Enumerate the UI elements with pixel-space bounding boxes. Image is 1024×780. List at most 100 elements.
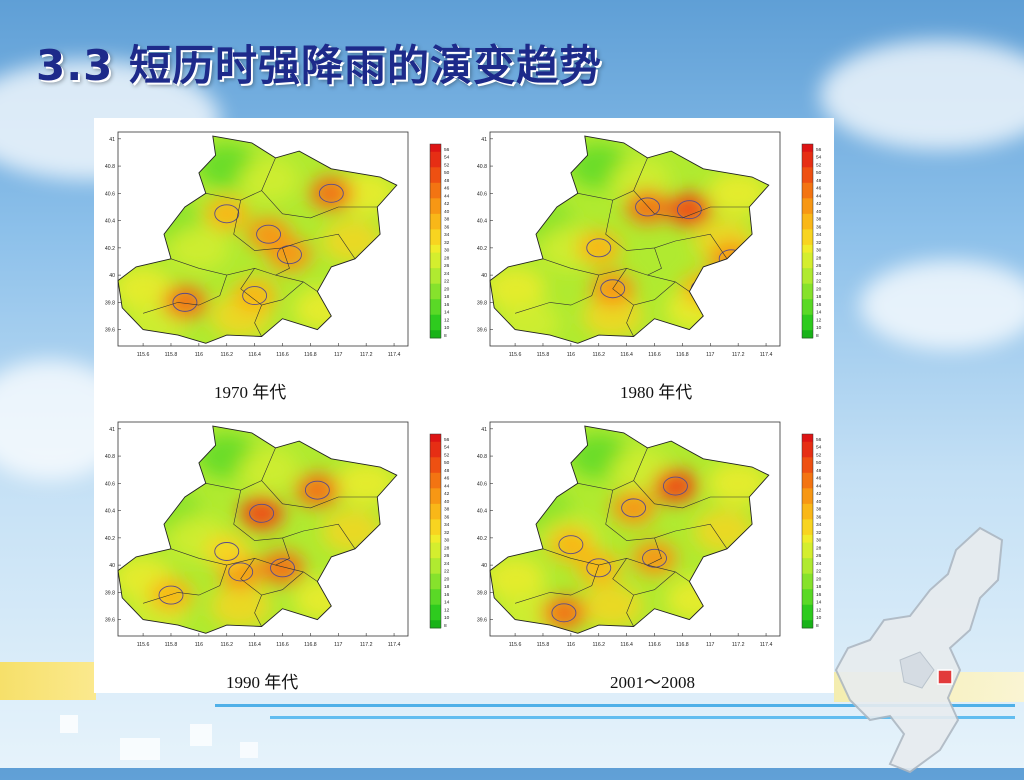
intensity-patch [582,294,643,339]
colorbar-tick-label: 34 [816,232,822,238]
colorbar-tick-label: 18 [816,294,822,300]
hotspot-contour [214,204,240,224]
colorbar-cell [430,612,441,621]
caption-1970s: 1970 年代 [214,383,287,402]
colorbar-cell [430,441,441,450]
colorbar-cell [802,322,813,331]
colorbar-cell [802,589,813,598]
y-tick-label: 40.6 [477,191,487,197]
x-tick-label: 116 [195,642,203,648]
colorbar-cell [802,581,813,590]
x-tick-label: 116.4 [248,352,261,358]
hotspot-fill [667,192,712,227]
colorbar-tick-label: 14 [444,310,450,316]
colorbar-cell [430,275,441,285]
y-tick-label: 40.8 [105,454,115,460]
colorbar-tick-label: 10 [816,325,822,331]
decorative-square [240,742,258,758]
decorative-square [60,715,78,733]
colorbar-frame [429,433,442,629]
intensity-patch [118,266,174,311]
colorbar-tick-label: 38 [444,507,450,513]
colorbar-cell [430,472,441,481]
colorbar-tick-label: 32 [444,240,450,246]
y-tick-label: 40.2 [477,536,487,542]
colorbar-tick-label: 22 [444,279,450,285]
city-outline [489,135,770,344]
colorbar-tick-label: 20 [444,286,450,292]
colorbar-cell [802,175,813,184]
colorbar-tick-label: 48 [816,468,822,474]
colorbar-cell [430,565,441,575]
colorbar-tick-label: 8 [816,333,819,339]
colorbar-tick-label: 36 [816,514,822,520]
district-boundary [275,247,290,276]
hotspot-contour [242,286,268,306]
colorbar-tick-label: 52 [816,452,822,458]
x-tick-label: 115.6 [137,352,150,358]
district-boundary [577,447,648,491]
colorbar-tick-label: 46 [816,476,822,482]
colorbar-cell [430,314,441,323]
colorbar-frame [801,433,814,629]
district-boundary [254,594,262,627]
colorbar-tick-label: 42 [816,491,822,497]
colorbar-tick-label: 18 [444,294,450,300]
hotspot-fill [548,527,593,562]
colorbar-tick-label: 16 [816,302,822,308]
district-boundary [647,537,662,566]
hotspot-contour [256,224,282,244]
colorbar-cell [430,534,441,544]
colorbar-tick-label: 48 [444,178,450,184]
colorbar-cell [802,198,813,207]
x-tick-label: 116 [567,352,575,358]
y-tick-label: 41 [481,137,487,143]
hotspot-fill [541,595,586,630]
x-tick-label: 115.8 [537,352,550,358]
y-tick-label: 39.6 [105,618,115,624]
y-tick-label: 40.8 [477,164,487,170]
y-tick-label: 39.8 [477,590,487,596]
colorbar-tick-label: 12 [444,317,450,323]
city-outline [117,425,398,634]
colorbar-cell [430,496,441,505]
colorbar-frame [801,143,814,339]
colorbar-tick-label: 10 [444,325,450,331]
colorbar-tick-label: 34 [816,522,822,528]
hotspot-contour [642,548,667,568]
map-panel-1980s: 115.6 115.8 116 116.2 116.4 116.6 116.8 117 117.… [477,131,822,358]
district-boundary [633,480,750,509]
x-tick-label: 116.8 [304,352,317,358]
hotspot-contour [304,480,330,500]
y-tick-label: 41 [481,427,487,433]
hotspot-fill [260,550,305,585]
colorbar-tick-label: 8 [444,623,447,629]
colorbar-tick-label: 46 [444,476,450,482]
colorbar-cell [802,190,813,199]
colorbar-tick-label: 40 [444,499,450,505]
colorbar-cell [430,503,441,512]
colorbar-cell [802,167,813,176]
colorbar-cell [430,527,441,536]
colorbar-tick-label: 56 [816,147,822,153]
hotspot-contour [249,503,275,523]
intensity-patch [610,157,671,202]
colorbar-cell [802,237,813,246]
colorbar-tick-label: 32 [816,530,822,536]
city-outline [117,135,398,344]
colorbar-tick-label: 14 [816,310,822,316]
y-tick-label: 40 [481,563,487,569]
colorbar-tick-label: 52 [444,162,450,168]
caption-1990s: 1990 年代 [226,673,299,692]
colorbar-cell [802,275,813,285]
x-tick-label: 116 [567,642,575,648]
hotspot-fill [267,237,312,272]
district-boundary [647,247,662,276]
district-boundary [626,304,634,337]
colorbar-cell [802,573,813,582]
intensity-patch [582,584,643,629]
district-boundary [143,565,228,604]
x-tick-label: 116.8 [676,352,689,358]
colorbar-cell [802,604,813,613]
colorbar-cell [802,480,813,489]
